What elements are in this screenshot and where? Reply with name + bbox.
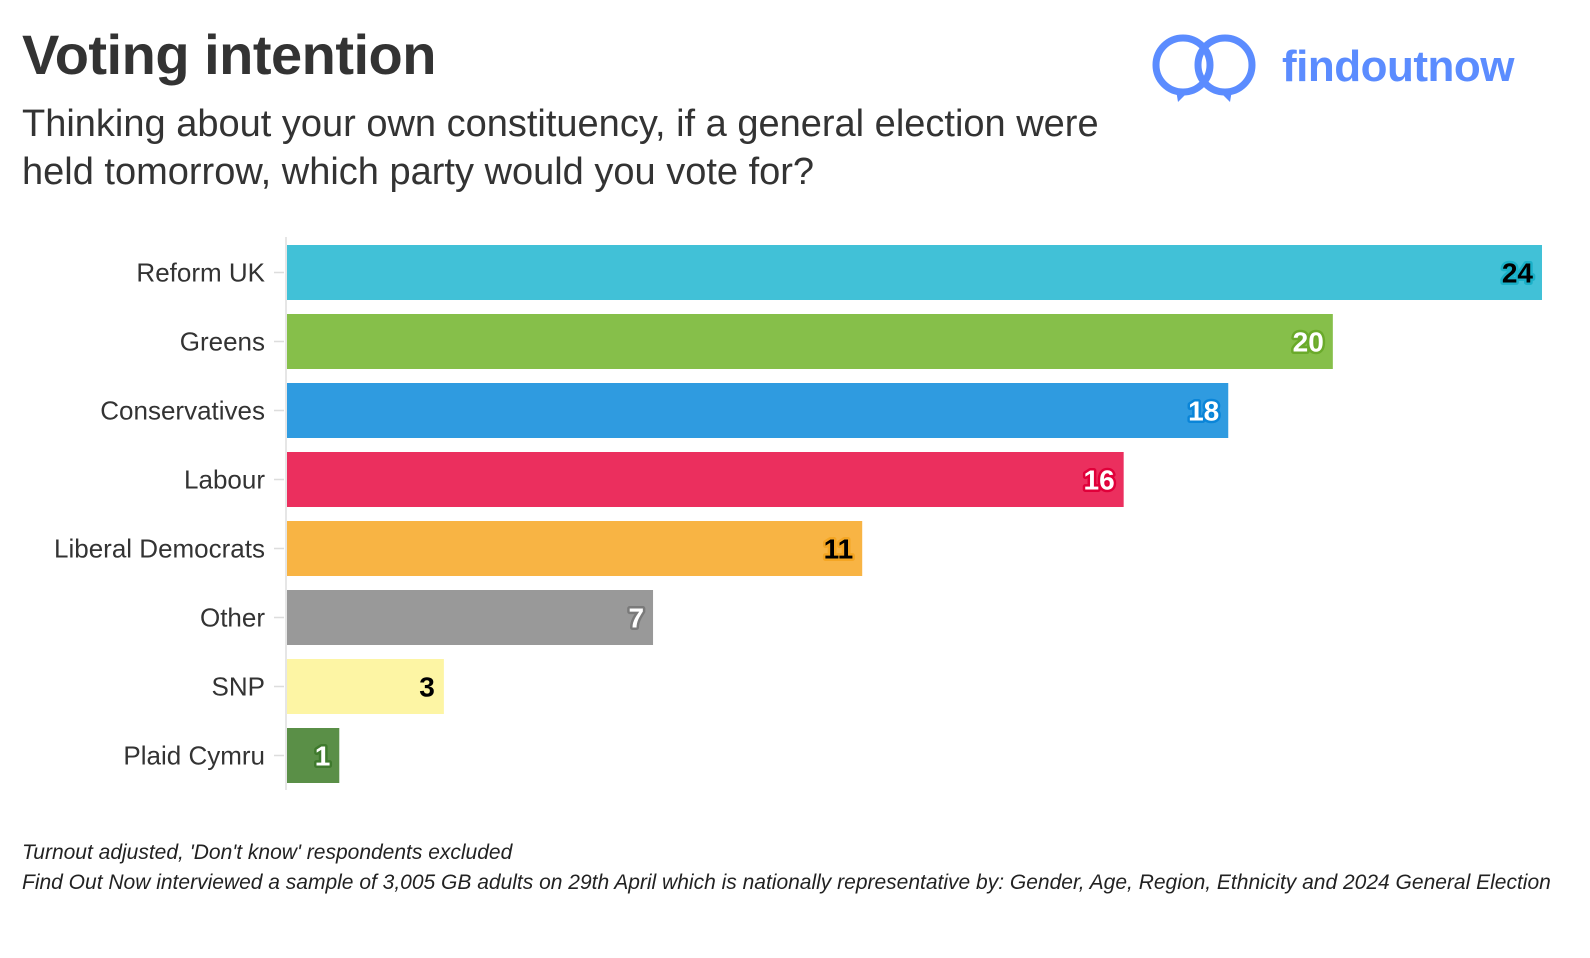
category-label: SNP — [212, 672, 265, 702]
findoutnow-logo: findoutnow — [1152, 30, 1515, 104]
data-label: 11 — [824, 534, 854, 565]
data-label: 20 — [1293, 327, 1324, 358]
data-label: 7 — [628, 603, 644, 634]
data-label: 1 — [315, 741, 331, 772]
note-turnout: Turnout adjusted, 'Don't know' responden… — [22, 841, 513, 864]
chart-notes: Turnout adjusted, 'Don't know' responden… — [22, 838, 1562, 898]
chart-subtitle: Thinking about your own constituency, if… — [22, 103, 1099, 193]
bar-chart: Reform UK 24 Greens 20 Conservatives 18 Labour… — [54, 237, 1542, 790]
data-label: 3 — [419, 672, 435, 703]
bar — [287, 659, 444, 714]
category-label: Greens — [180, 327, 265, 357]
category-label: Plaid Cymru — [123, 741, 265, 771]
logo-text: findoutnow — [1282, 42, 1515, 91]
category-label: Liberal Democrats — [54, 534, 265, 564]
note-methodology: Find Out Now interviewed a sample of 3,0… — [22, 871, 1551, 894]
chart-title: Voting intention — [22, 23, 436, 86]
data-label: 24 — [1502, 258, 1534, 289]
data-label: 16 — [1084, 465, 1115, 496]
data-label: 18 — [1188, 396, 1219, 427]
bar — [287, 314, 1333, 369]
category-label: Reform UK — [136, 258, 265, 288]
category-label: Labour — [184, 465, 265, 495]
category-label: Other — [200, 603, 265, 633]
bar — [287, 521, 863, 576]
bar — [287, 728, 340, 783]
interlocking-rings-icon — [1152, 34, 1256, 102]
bar — [287, 245, 1542, 300]
bar — [287, 590, 654, 645]
bar — [287, 383, 1229, 438]
category-label: Conservatives — [100, 396, 265, 426]
bar — [287, 452, 1124, 507]
